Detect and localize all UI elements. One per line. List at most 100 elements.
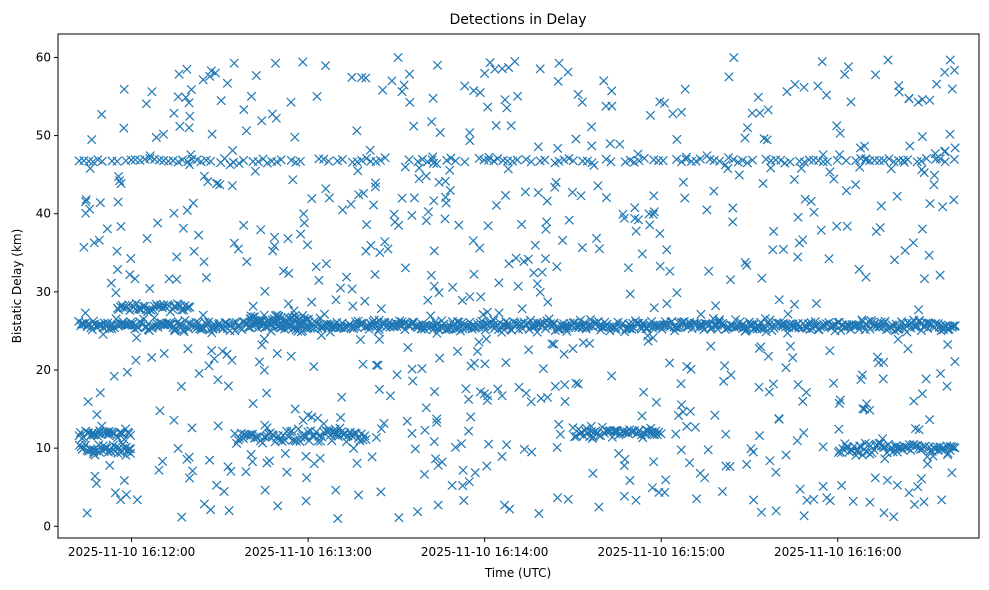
detection-point [903, 344, 913, 354]
detection-point [594, 502, 604, 512]
detection-point [125, 269, 135, 280]
detection-point [494, 308, 504, 318]
detection-point [757, 273, 767, 283]
detection-point [288, 175, 298, 185]
detection-point [499, 500, 510, 510]
detection-point [822, 493, 832, 503]
detection-point [648, 333, 658, 343]
detection-point [233, 244, 244, 254]
detection-point [947, 442, 957, 452]
detection-point [882, 475, 893, 485]
detection-point [460, 81, 470, 91]
y-tick-label: 40 [36, 207, 51, 221]
detection-point [517, 304, 527, 314]
detection-point [321, 184, 331, 194]
detection-point [555, 429, 566, 439]
detection-point [877, 434, 888, 444]
detection-point [323, 156, 334, 166]
detection-point [577, 242, 587, 253]
detection-point [945, 129, 955, 139]
detection-point [113, 171, 124, 182]
detection-point [259, 432, 270, 442]
chart-title: Detections in Delay [449, 12, 586, 28]
detection-point [268, 246, 278, 256]
detection-point [563, 494, 573, 504]
detection-point [935, 368, 946, 379]
detection-point [219, 486, 229, 497]
detection-point [254, 357, 265, 367]
detection-point [948, 321, 958, 331]
detection-point [124, 300, 134, 310]
detection-point [910, 423, 921, 434]
detection-point [852, 446, 862, 457]
detection-point [501, 357, 511, 368]
detection-point [370, 182, 381, 192]
detection-point [475, 87, 485, 98]
detection-point [724, 72, 734, 82]
detection-point [121, 450, 131, 460]
detection-point [131, 298, 141, 309]
detection-point [818, 150, 828, 160]
detection-point [832, 221, 842, 231]
detection-point [432, 328, 442, 338]
detection-point [271, 113, 281, 123]
detection-point [213, 421, 223, 431]
detection-point [131, 333, 142, 343]
detection-point [428, 152, 438, 162]
detection-point [368, 200, 379, 210]
detection-point [668, 109, 678, 119]
detection-point [348, 301, 358, 311]
detection-point [479, 68, 490, 79]
detection-point [625, 289, 635, 299]
detection-point [904, 488, 914, 498]
detection-point [208, 324, 218, 334]
detection-point [619, 460, 629, 471]
detection-point [832, 155, 842, 165]
detection-point [768, 379, 779, 389]
detection-point [935, 270, 945, 280]
detection-point [740, 322, 750, 332]
detection-point [783, 309, 793, 319]
detection-point [429, 246, 439, 256]
detection-point [440, 192, 451, 203]
detection-point [914, 425, 924, 435]
detection-point [712, 320, 723, 330]
data-points [74, 52, 960, 524]
detection-point [189, 246, 199, 257]
detection-point [186, 150, 196, 160]
detection-point [740, 257, 750, 268]
detection-point [423, 207, 434, 217]
detection-point [710, 410, 720, 420]
detection-point [116, 178, 126, 189]
detection-point [691, 494, 702, 504]
detection-point [378, 85, 388, 95]
detection-point [158, 129, 169, 139]
detection-point [754, 382, 764, 392]
detection-point [904, 94, 914, 104]
detection-point [908, 238, 918, 248]
detection-point [798, 396, 808, 407]
detection-point [551, 177, 561, 188]
detection-point [924, 250, 934, 260]
detection-point [504, 259, 514, 269]
detection-point [942, 450, 953, 460]
detection-point [655, 261, 665, 271]
detection-point [418, 321, 428, 332]
detection-point [246, 311, 256, 321]
detection-point [526, 157, 536, 167]
detection-point [199, 171, 210, 181]
detection-point [696, 321, 707, 331]
detection-point [647, 429, 658, 439]
detection-point [125, 430, 136, 441]
x-axis-ticks: 2025-11-10 16:12:00 2025-11-10 16:13:00 20… [68, 538, 901, 559]
x-axis-label: Time (UTC) [484, 566, 551, 580]
detection-point [940, 157, 950, 167]
detection-point [201, 272, 212, 283]
detection-point [194, 368, 204, 379]
detection-point [554, 419, 564, 430]
detection-point [541, 224, 551, 234]
detection-point [916, 474, 927, 484]
detection-point [857, 370, 868, 380]
detection-point [813, 81, 823, 91]
detection-point [440, 214, 450, 224]
